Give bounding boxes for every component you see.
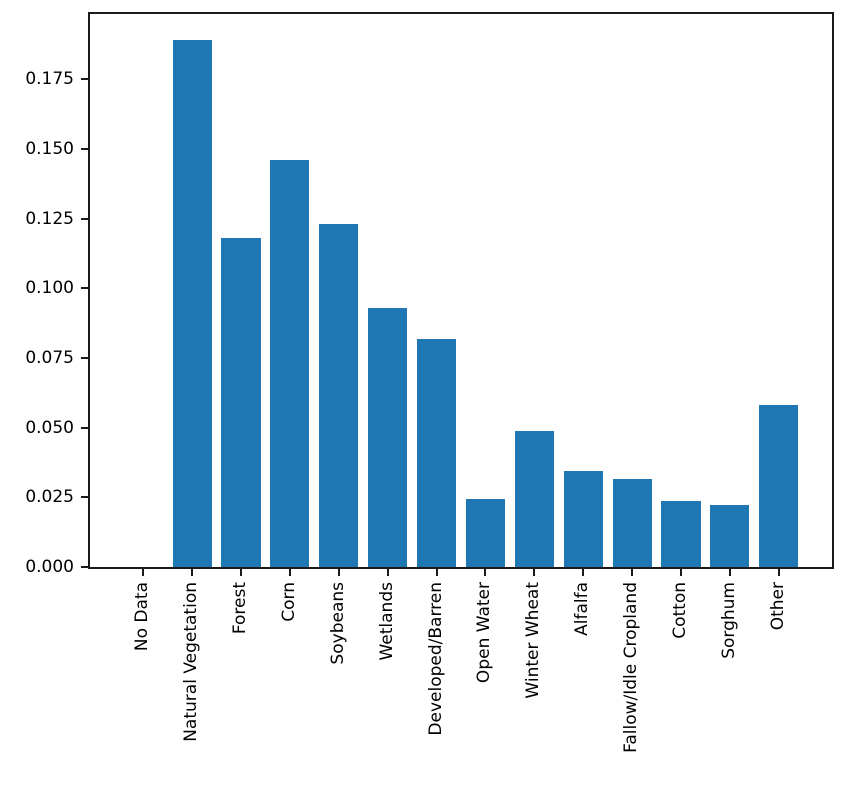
y-tick-mark xyxy=(81,357,88,360)
bar-alfalfa xyxy=(563,470,603,567)
y-tick-mark xyxy=(81,426,88,429)
y-tick-mark xyxy=(81,78,88,81)
x-tick-mark xyxy=(777,569,780,576)
bar-developed-barren xyxy=(417,338,457,567)
x-tick-label-other: Other xyxy=(767,582,788,631)
bar-sorghum xyxy=(710,505,750,567)
y-tick-mark xyxy=(81,496,88,499)
x-tick-mark xyxy=(728,569,731,576)
y-tick-label: 0.075 xyxy=(25,348,74,369)
y-tick-mark xyxy=(81,287,88,290)
bar-winter-wheat xyxy=(514,430,554,567)
x-tick-label-developed-barren: Developed/Barren xyxy=(425,582,446,736)
y-tick-label: 0.150 xyxy=(25,139,74,160)
x-tick-label-natural-vegetation: Natural Vegetation xyxy=(181,582,202,742)
x-tick-label-no-data: No Data xyxy=(132,582,153,652)
x-tick-label-open-water: Open Water xyxy=(474,582,495,684)
x-tick-label-winter-wheat: Winter Wheat xyxy=(523,582,544,699)
x-tick-label-wetlands: Wetlands xyxy=(376,582,397,661)
x-tick-label-corn: Corn xyxy=(279,582,300,622)
bar-natural-vegetation xyxy=(172,40,212,567)
x-tick-mark xyxy=(533,569,536,576)
bar-fallow-idle-cropland xyxy=(612,479,652,567)
x-tick-label-fallow-idle-cropland: Fallow/Idle Cropland xyxy=(621,582,642,753)
y-tick-mark xyxy=(81,217,88,220)
x-tick-label-alfalfa: Alfalfa xyxy=(572,582,593,636)
y-tick-label: 0.025 xyxy=(25,487,74,508)
x-tick-label-sorghum: Sorghum xyxy=(719,582,740,659)
x-tick-mark xyxy=(386,569,389,576)
y-tick-label: 0.100 xyxy=(25,278,74,299)
y-tick-mark xyxy=(81,148,88,151)
bar-soybeans xyxy=(319,224,359,567)
y-tick-mark xyxy=(81,566,88,568)
bar-forest xyxy=(221,238,261,567)
plot-area xyxy=(88,12,834,569)
x-tick-mark xyxy=(484,569,487,576)
x-tick-label-cotton: Cotton xyxy=(670,582,691,639)
y-tick-label: 0.125 xyxy=(25,208,74,229)
x-tick-label-forest: Forest xyxy=(230,582,251,635)
x-tick-mark xyxy=(288,569,291,576)
x-tick-label-soybeans: Soybeans xyxy=(328,582,349,665)
bar-corn xyxy=(270,160,310,567)
bar-cotton xyxy=(661,500,701,567)
x-tick-mark xyxy=(142,569,145,576)
x-tick-mark xyxy=(191,569,194,576)
x-tick-mark xyxy=(631,569,634,576)
x-tick-mark xyxy=(337,569,340,576)
y-tick-label: 0.050 xyxy=(25,417,74,438)
bar-open-water xyxy=(465,498,505,567)
x-tick-mark xyxy=(240,569,243,576)
x-tick-mark xyxy=(582,569,585,576)
y-tick-label: 0.175 xyxy=(25,69,74,90)
x-tick-mark xyxy=(435,569,438,576)
x-tick-mark xyxy=(679,569,682,576)
y-tick-label: 0.000 xyxy=(25,557,74,577)
bar-wetlands xyxy=(368,307,408,567)
bar-other xyxy=(759,405,799,567)
